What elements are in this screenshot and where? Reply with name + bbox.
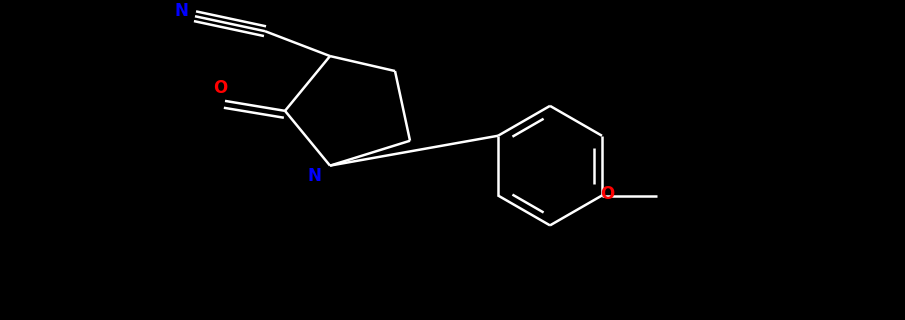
Text: O: O	[213, 79, 227, 97]
Text: O: O	[600, 185, 614, 203]
Text: N: N	[307, 167, 321, 185]
Text: N: N	[174, 2, 188, 20]
